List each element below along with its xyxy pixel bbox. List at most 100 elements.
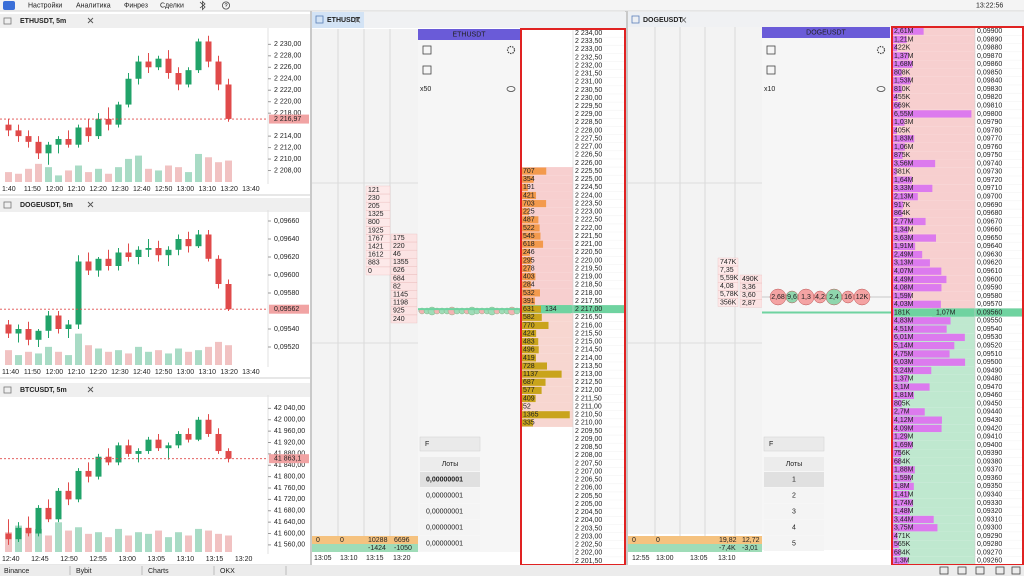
tab-close[interactable]	[680, 17, 687, 23]
menu-item[interactable]: Аналитика	[76, 2, 111, 9]
price-level[interactable]: 2 230,50	[575, 87, 602, 94]
price-level[interactable]: 0,09290	[977, 533, 1002, 540]
price-level[interactable]: 2 231,00	[575, 79, 602, 86]
price-level[interactable]: 0,09690	[977, 202, 1002, 209]
tool-icon[interactable]	[422, 65, 432, 75]
exchange-tab[interactable]: Binance	[4, 568, 29, 575]
price-level[interactable]: 0,09880	[977, 45, 1002, 52]
price-level[interactable]: 2 221,00	[575, 241, 602, 248]
price-level[interactable]: 2 224,50	[575, 184, 602, 191]
tab-label[interactable]: DOGEUSDT	[643, 17, 683, 24]
price-level[interactable]: 0,09320	[977, 508, 1002, 515]
price-level[interactable]: 0,09480	[977, 376, 1002, 383]
price-level[interactable]: 2 230,00	[575, 95, 602, 102]
price-level[interactable]: 0,09840	[977, 78, 1002, 85]
status-icon[interactable]	[995, 566, 1005, 575]
price-level[interactable]: 2 209,50	[575, 428, 602, 435]
price-level[interactable]: 0,09510	[977, 351, 1002, 358]
price-level[interactable]: 0,09390	[977, 450, 1002, 457]
lot-option[interactable]	[764, 488, 824, 503]
price-level[interactable]: 2 216,50	[575, 314, 602, 321]
price-level[interactable]: 2 204,50	[575, 509, 602, 516]
price-level[interactable]: 2 214,00	[575, 355, 602, 362]
price-level[interactable]: 2 222,00	[575, 225, 602, 232]
price-level[interactable]: 0,09710	[977, 185, 1002, 192]
price-level[interactable]: 0,09650	[977, 235, 1002, 242]
eye-icon[interactable]	[876, 86, 886, 92]
price-level[interactable]: 2 226,00	[575, 160, 602, 167]
price-level[interactable]: 2 206,50	[575, 477, 602, 484]
price-level[interactable]: 2 228,00	[575, 127, 602, 134]
price-level[interactable]: 2 201,50	[575, 558, 602, 565]
price-level[interactable]: 2 227,00	[575, 144, 602, 151]
lot-option[interactable]	[764, 504, 824, 519]
price-level[interactable]: 0,09750	[977, 152, 1002, 159]
lot-value[interactable]: 1	[792, 476, 796, 483]
price-level[interactable]: 0,09740	[977, 160, 1002, 167]
tool-icon[interactable]	[766, 65, 776, 75]
price-level[interactable]: 2 233,00	[575, 46, 602, 53]
price-level[interactable]: 0,09410	[977, 434, 1002, 441]
price-level[interactable]: 0,09770	[977, 136, 1002, 143]
price-level[interactable]: 0,09490	[977, 367, 1002, 374]
price-level[interactable]: 2 219,00	[575, 274, 602, 281]
price-level[interactable]: 2 211,50	[575, 395, 602, 402]
price-level[interactable]: 0,09530	[977, 334, 1002, 341]
price-level[interactable]: 2 207,50	[575, 460, 602, 467]
eye-icon[interactable]	[506, 86, 516, 92]
price-level[interactable]: 2 209,00	[575, 436, 602, 443]
price-level[interactable]: 2 211,00	[575, 403, 602, 410]
lot-value[interactable]: 3	[792, 508, 796, 515]
status-icon[interactable]	[1011, 566, 1021, 575]
lot-option[interactable]	[764, 472, 824, 487]
menu-item[interactable]: Сделки	[160, 2, 184, 9]
exchange-tab[interactable]: Charts	[148, 568, 169, 575]
price-level[interactable]: 2 205,50	[575, 493, 602, 500]
price-level[interactable]: 0,09870	[977, 53, 1002, 60]
price-level[interactable]: 0,09470	[977, 384, 1002, 391]
price-level[interactable]: 2 224,00	[575, 192, 602, 199]
price-level[interactable]: 0,09500	[977, 359, 1002, 366]
lot-value[interactable]: 5	[792, 540, 796, 547]
close-icon[interactable]	[87, 17, 94, 24]
price-level[interactable]: 0,09800	[977, 111, 1002, 118]
price-level[interactable]: 0,09360	[977, 475, 1002, 482]
price-level[interactable]: 0,09890	[977, 36, 1002, 43]
price-level[interactable]: 0,09400	[977, 442, 1002, 449]
price-level[interactable]: 2 225,00	[575, 176, 602, 183]
price-level[interactable]: 0,09570	[977, 301, 1002, 308]
settings-icon[interactable]	[876, 45, 886, 55]
price-level[interactable]: 2 218,00	[575, 290, 602, 297]
lot-value[interactable]: 0,00000001	[426, 524, 463, 531]
price-level[interactable]: 2 217,00	[575, 306, 602, 313]
status-icon[interactable]	[939, 566, 949, 575]
price-level[interactable]: 2 232,50	[575, 54, 602, 61]
price-level[interactable]: 0,09260	[977, 558, 1002, 565]
price-level[interactable]: 0,09440	[977, 409, 1002, 416]
price-level[interactable]: 0,09330	[977, 500, 1002, 507]
price-level[interactable]: 0,09610	[977, 268, 1002, 275]
price-level[interactable]: 0,09300	[977, 525, 1002, 532]
price-level[interactable]: 0,09450	[977, 400, 1002, 407]
lot-mode-select[interactable]	[419, 436, 481, 452]
price-level[interactable]: 0,09720	[977, 177, 1002, 184]
price-level[interactable]: 2 214,50	[575, 347, 602, 354]
menu-item[interactable]: Финрез	[124, 2, 148, 9]
menu-item[interactable]: Настройки	[28, 1, 62, 9]
price-level[interactable]: 2 206,00	[575, 485, 602, 492]
lot-option[interactable]	[420, 488, 480, 503]
price-level[interactable]: 2 220,00	[575, 257, 602, 264]
lot-option[interactable]	[420, 536, 480, 551]
price-level[interactable]: 2 225,50	[575, 168, 602, 175]
price-level[interactable]: 2 220,50	[575, 249, 602, 256]
price-level[interactable]: 2 212,00	[575, 387, 602, 394]
price-level[interactable]: 2 218,50	[575, 282, 602, 289]
price-level[interactable]: 0,09830	[977, 86, 1002, 93]
price-level[interactable]: 2 222,50	[575, 217, 602, 224]
lot-mode-select[interactable]	[763, 436, 825, 452]
lot-value[interactable]: 2	[792, 492, 796, 499]
tab[interactable]	[628, 12, 690, 28]
price-level[interactable]: 2 223,50	[575, 200, 602, 207]
exchange-tab[interactable]: Bybit	[76, 568, 92, 575]
lot-option[interactable]	[420, 504, 480, 519]
